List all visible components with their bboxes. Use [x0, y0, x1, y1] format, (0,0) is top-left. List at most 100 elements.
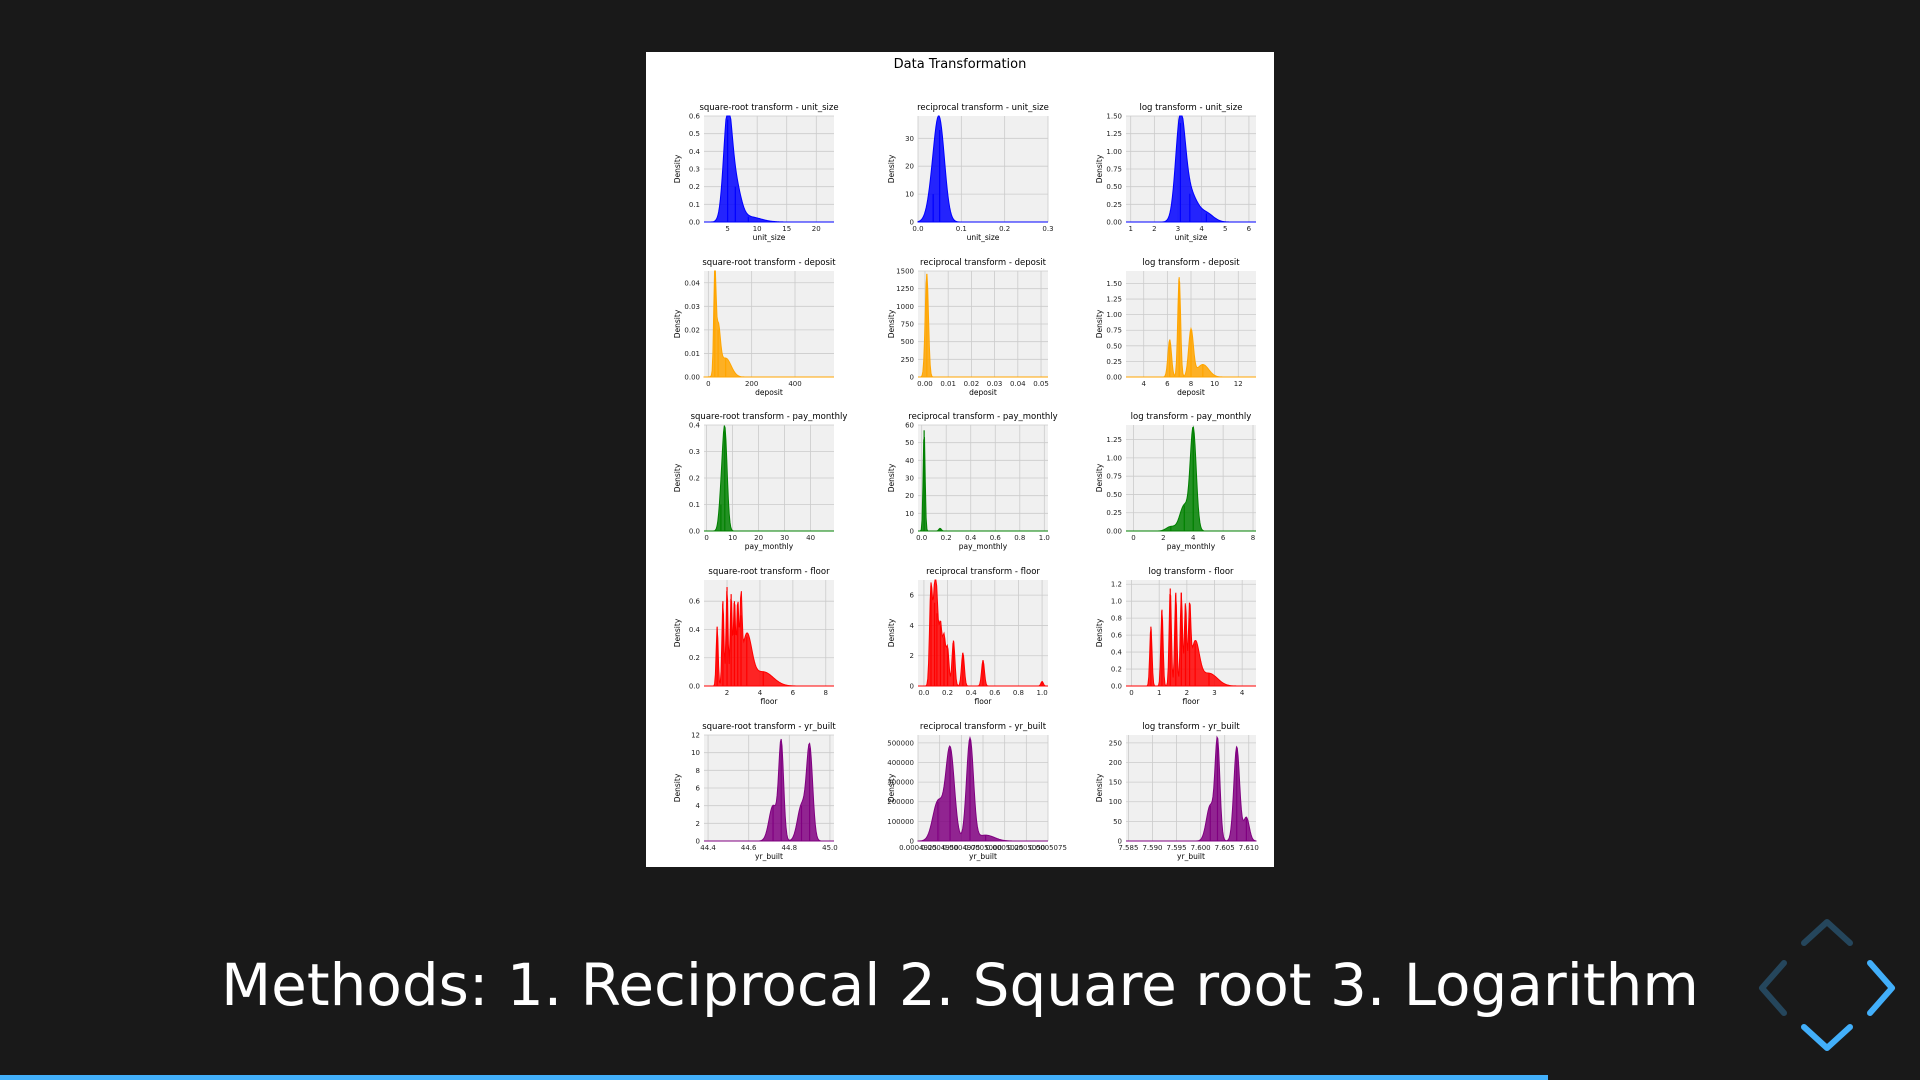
- y-tick-label: 50: [905, 439, 914, 447]
- y-tick-label: 2: [910, 652, 914, 660]
- panel-title: square-root transform - floor: [708, 567, 830, 577]
- x-tick-label: 30: [780, 534, 789, 542]
- x-axis-label: unit_size: [967, 233, 1000, 242]
- y-tick-label: 0.01: [684, 350, 700, 358]
- x-tick-label: 0.4: [966, 689, 978, 697]
- y-tick-label: 250: [901, 356, 914, 364]
- panel-yr_built-0: [704, 734, 834, 842]
- density-series-unit_size: [1126, 115, 1256, 223]
- x-tick-label: 1.0: [1037, 689, 1048, 697]
- nav-down-button[interactable]: [1801, 1024, 1853, 1052]
- y-tick-label: 1.50: [1106, 280, 1122, 288]
- y-tick-label: 10: [905, 510, 914, 518]
- x-tick-label: 10: [753, 225, 762, 233]
- x-tick-label: 0.05: [1033, 380, 1049, 388]
- y-tick-label: 150: [1109, 779, 1122, 787]
- y-tick-label: 0.2: [1111, 666, 1122, 674]
- density-series-yr_built: [1126, 735, 1257, 842]
- y-tick-label: 1000: [896, 303, 914, 311]
- y-tick-label: 1.25: [1106, 296, 1122, 304]
- density-series-unit_size: [703, 115, 834, 223]
- y-tick-label: 1250: [896, 285, 914, 293]
- panel-title: log transform - unit_size: [1139, 103, 1242, 113]
- x-tick-label: 6: [1221, 534, 1226, 542]
- x-tick-label: 7.590: [1142, 844, 1162, 852]
- y-tick-label: 0.6: [1111, 632, 1123, 640]
- y-tick-label: 30: [905, 475, 914, 483]
- y-tick-label: 4: [910, 622, 915, 630]
- x-axis-label: pay_monthly: [1167, 542, 1216, 551]
- y-axis-label: Density: [1095, 309, 1104, 338]
- panel-unit_size-2: [1126, 115, 1256, 223]
- x-tick-label: 8: [1189, 380, 1193, 388]
- y-tick-label: 400000: [887, 759, 914, 767]
- x-axis-label: yr_built: [969, 852, 997, 861]
- y-tick-label: 0.75: [1106, 473, 1122, 481]
- x-axis-label: floor: [761, 697, 779, 706]
- y-tick-label: 0.2: [689, 183, 700, 191]
- x-axis-label: pay_monthly: [745, 542, 794, 551]
- nav-right-button[interactable]: [1866, 960, 1896, 1016]
- x-tick-label: 0.3: [1042, 225, 1053, 233]
- density-series-unit_size: [917, 115, 1048, 223]
- x-tick-label: 5: [725, 225, 729, 233]
- x-tick-label: 0.0004975: [942, 844, 980, 852]
- panel-deposit-0: [703, 270, 834, 378]
- y-axis-label: Density: [887, 463, 896, 492]
- panel-title: log transform - yr_built: [1142, 722, 1240, 732]
- nav-left-button[interactable]: [1758, 960, 1788, 1016]
- y-tick-label: 0.04: [684, 279, 700, 287]
- panel-floor-2: [1126, 580, 1256, 687]
- x-tick-label: 7.610: [1239, 844, 1259, 852]
- panel-deposit-2: [1126, 271, 1256, 378]
- y-tick-label: 0.4: [689, 148, 701, 156]
- y-tick-label: 0.50: [1106, 491, 1122, 499]
- panel-title: square-root transform - deposit: [702, 258, 836, 268]
- y-tick-label: 250: [1109, 739, 1122, 747]
- x-tick-label: 0.01: [940, 380, 956, 388]
- x-tick-label: 20: [754, 534, 763, 542]
- slide-caption: Methods: 1. Reciprocal 2. Square root 3.…: [221, 951, 1699, 1019]
- y-tick-label: 1.25: [1106, 436, 1122, 444]
- y-tick-label: 1.0: [1111, 598, 1122, 606]
- y-axis-label: Density: [673, 773, 682, 802]
- chevron-left-icon: [1759, 960, 1787, 1016]
- x-tick-label: 0.6: [989, 689, 1001, 697]
- y-tick-label: 0.5: [689, 130, 700, 138]
- x-axis-label: unit_size: [1175, 233, 1208, 242]
- y-tick-label: 0.50: [1106, 342, 1122, 350]
- x-tick-label: 0: [706, 380, 710, 388]
- x-tick-label: 3: [1212, 689, 1216, 697]
- x-tick-label: 3: [1176, 225, 1180, 233]
- y-tick-label: 0.2: [689, 654, 700, 662]
- panel-deposit-1: [918, 270, 1048, 378]
- panel-yr_built-2: [1126, 735, 1257, 842]
- x-tick-label: 44.8: [782, 844, 798, 852]
- y-axis-label: Density: [1095, 618, 1104, 647]
- y-tick-label: 0.25: [1106, 201, 1122, 209]
- x-tick-label: 0.8: [1014, 534, 1025, 542]
- y-tick-label: 0.4: [689, 422, 701, 430]
- y-tick-label: 6: [910, 592, 915, 600]
- x-tick-label: 0.0005050: [1007, 844, 1045, 852]
- y-axis-label: Density: [887, 154, 896, 183]
- x-tick-label: 0.2: [941, 534, 952, 542]
- y-tick-label: 6: [696, 785, 701, 793]
- x-axis-label: yr_built: [755, 852, 783, 861]
- x-axis-label: floor: [1183, 697, 1201, 706]
- panel-yr_built-1: [917, 735, 1049, 842]
- y-tick-label: 0.75: [1106, 327, 1122, 335]
- y-tick-label: 0.0: [1111, 683, 1122, 691]
- panel-title: reciprocal transform - unit_size: [917, 103, 1049, 113]
- x-tick-label: 7.605: [1215, 844, 1235, 852]
- x-tick-label: 44.6: [741, 844, 757, 852]
- y-axis-label: Density: [1095, 154, 1104, 183]
- y-tick-label: 0: [910, 528, 914, 536]
- chevron-right-icon: [1867, 960, 1895, 1016]
- x-tick-label: 0.0: [918, 689, 929, 697]
- x-tick-label: 0.2: [999, 225, 1010, 233]
- nav-up-button[interactable]: [1801, 918, 1853, 946]
- density-series-floor: [704, 591, 834, 687]
- panel-title: square-root transform - unit_size: [699, 103, 838, 113]
- y-axis-label: Density: [673, 154, 682, 183]
